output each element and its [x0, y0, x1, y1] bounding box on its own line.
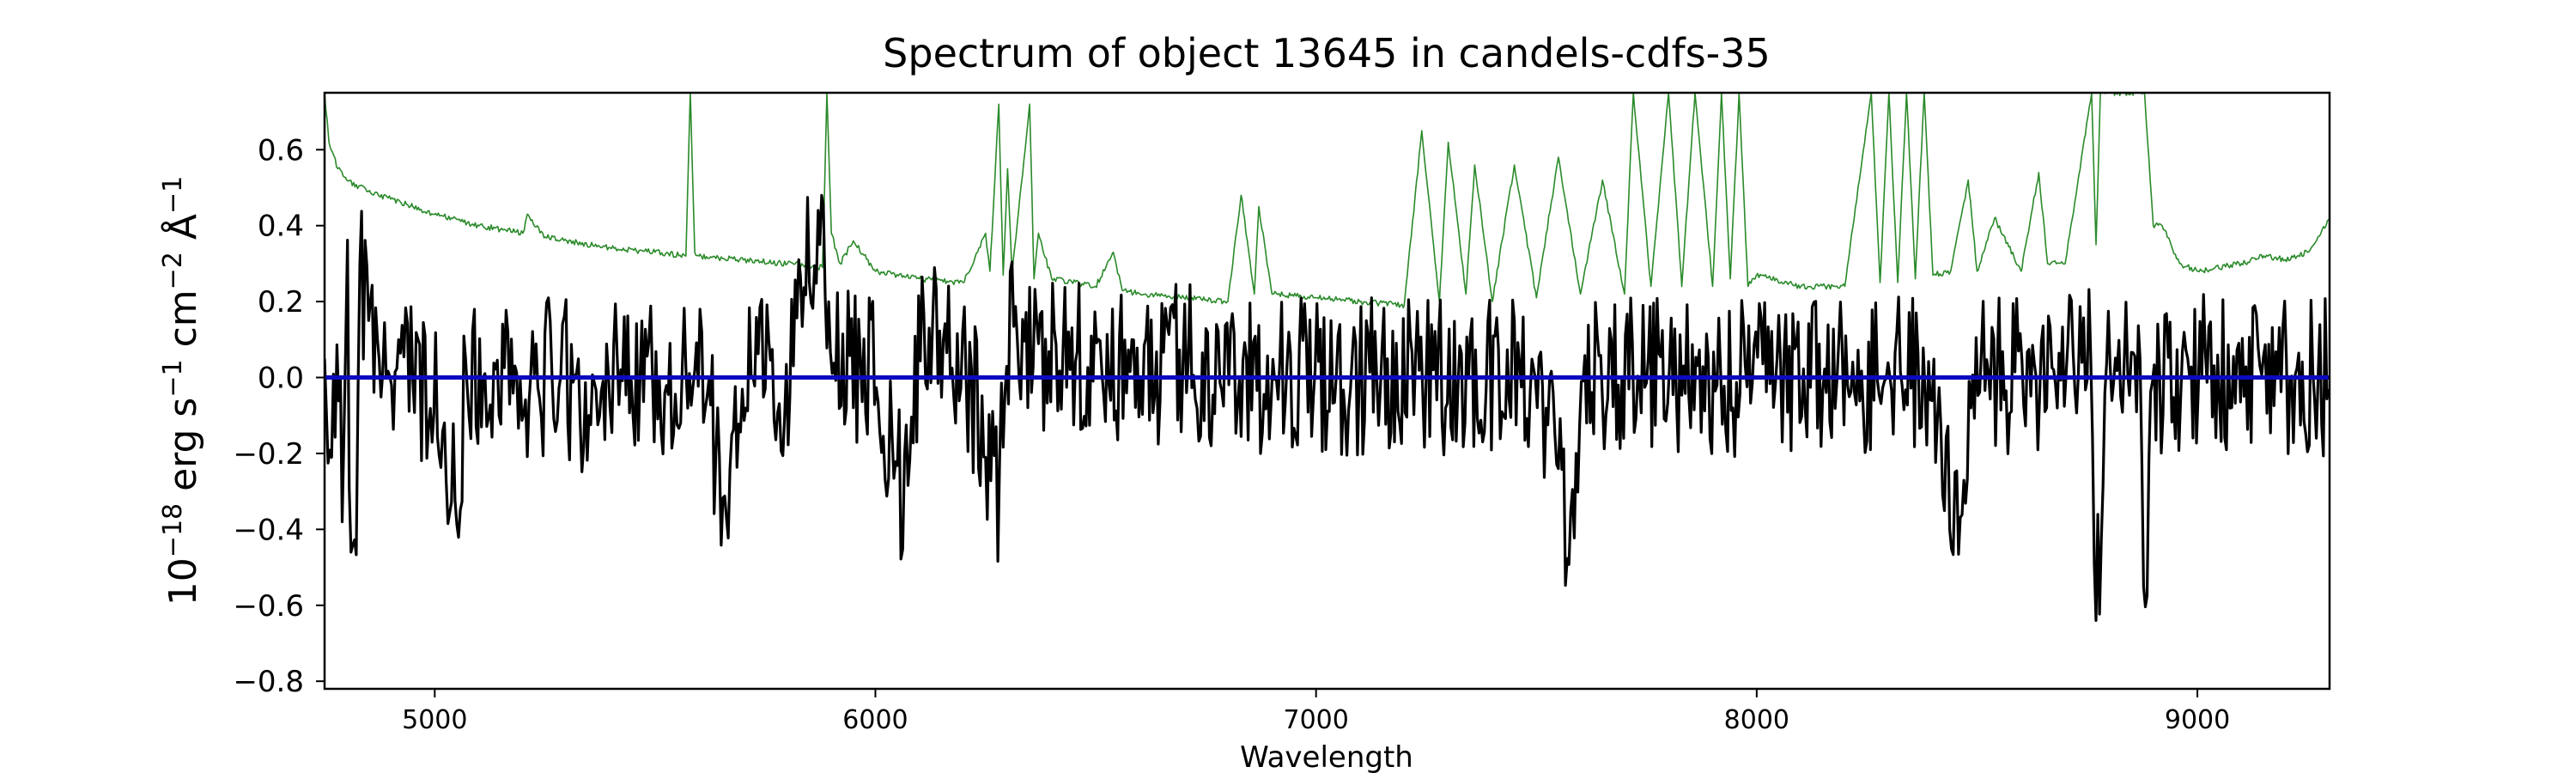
plot-frame	[323, 91, 2331, 691]
y-tick-label: 0.6	[258, 133, 304, 167]
x-tick-label: 5000	[402, 705, 467, 735]
error-spectrum-line	[325, 93, 2330, 309]
flux-spectrum-line	[325, 193, 2330, 622]
y-tick-label: −0.8	[233, 665, 304, 699]
x-axis-label: Wavelength	[1240, 740, 1413, 773]
y-tick-label: −0.2	[233, 437, 304, 472]
y-axis-label: 10−18 erg s−1 cm−2 Å−1	[158, 176, 206, 606]
y-axis: 0.6 0.4 0.2 0.0 −0.2 −0.4 −0.6 −0.8	[233, 133, 325, 699]
y-tick-label: −0.4	[233, 513, 304, 547]
x-tick-label: 8000	[1724, 705, 1789, 735]
chart-title: Spectrum of object 13645 in candels-cdfs…	[883, 30, 1771, 76]
y-tick-label: 0.0	[258, 362, 304, 396]
x-tick-label: 6000	[842, 705, 908, 735]
x-tick-label: 7000	[1283, 705, 1348, 735]
x-tick-label: 9000	[2165, 705, 2230, 735]
y-tick-label: −0.6	[233, 589, 304, 624]
y-tick-label: 0.2	[258, 285, 304, 320]
x-axis: 5000 6000 7000 8000 9000	[402, 689, 2230, 735]
y-tick-label: 0.4	[258, 210, 304, 244]
series-layer	[325, 93, 2330, 622]
